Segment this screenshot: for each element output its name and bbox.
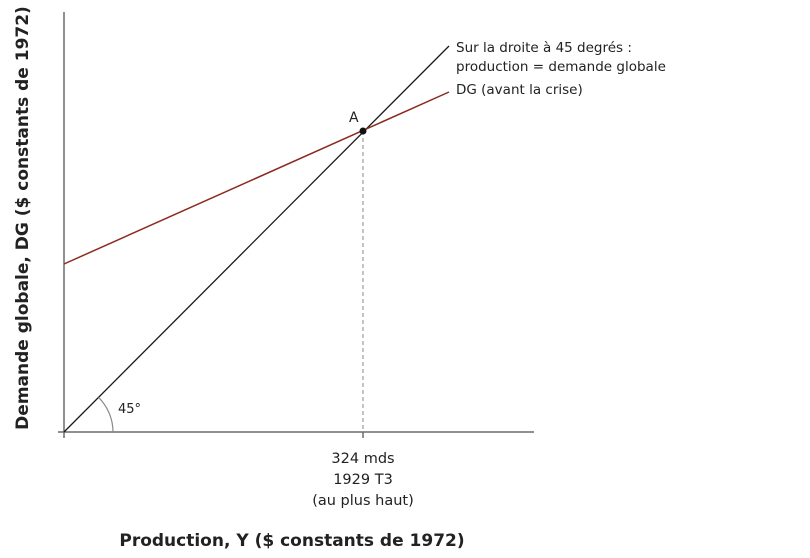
x-axis-title: Production, Y ($ constants de 1972): [119, 531, 464, 551]
dg-label: DG (avant la crise): [456, 82, 583, 98]
point-a: [359, 127, 367, 135]
line-45-label-1: Sur la droite à 45 degrés :: [456, 40, 632, 56]
angle-label: 45°: [118, 402, 141, 417]
y-axis-title: Demande globale, DG ($ constants de 1972…: [13, 6, 33, 430]
point-a-label: A: [349, 110, 359, 126]
angle-arc: [98, 396, 114, 433]
x-tick-label-1: 324 mds: [331, 451, 394, 467]
line-45-label-2: production = demande globale: [456, 59, 666, 75]
line-dg: [63, 91, 450, 265]
x-tick-label-3: (au plus haut): [312, 493, 414, 509]
line-45-degrees: [63, 45, 450, 433]
x-tick-label-2: 1929 T3: [333, 472, 393, 488]
